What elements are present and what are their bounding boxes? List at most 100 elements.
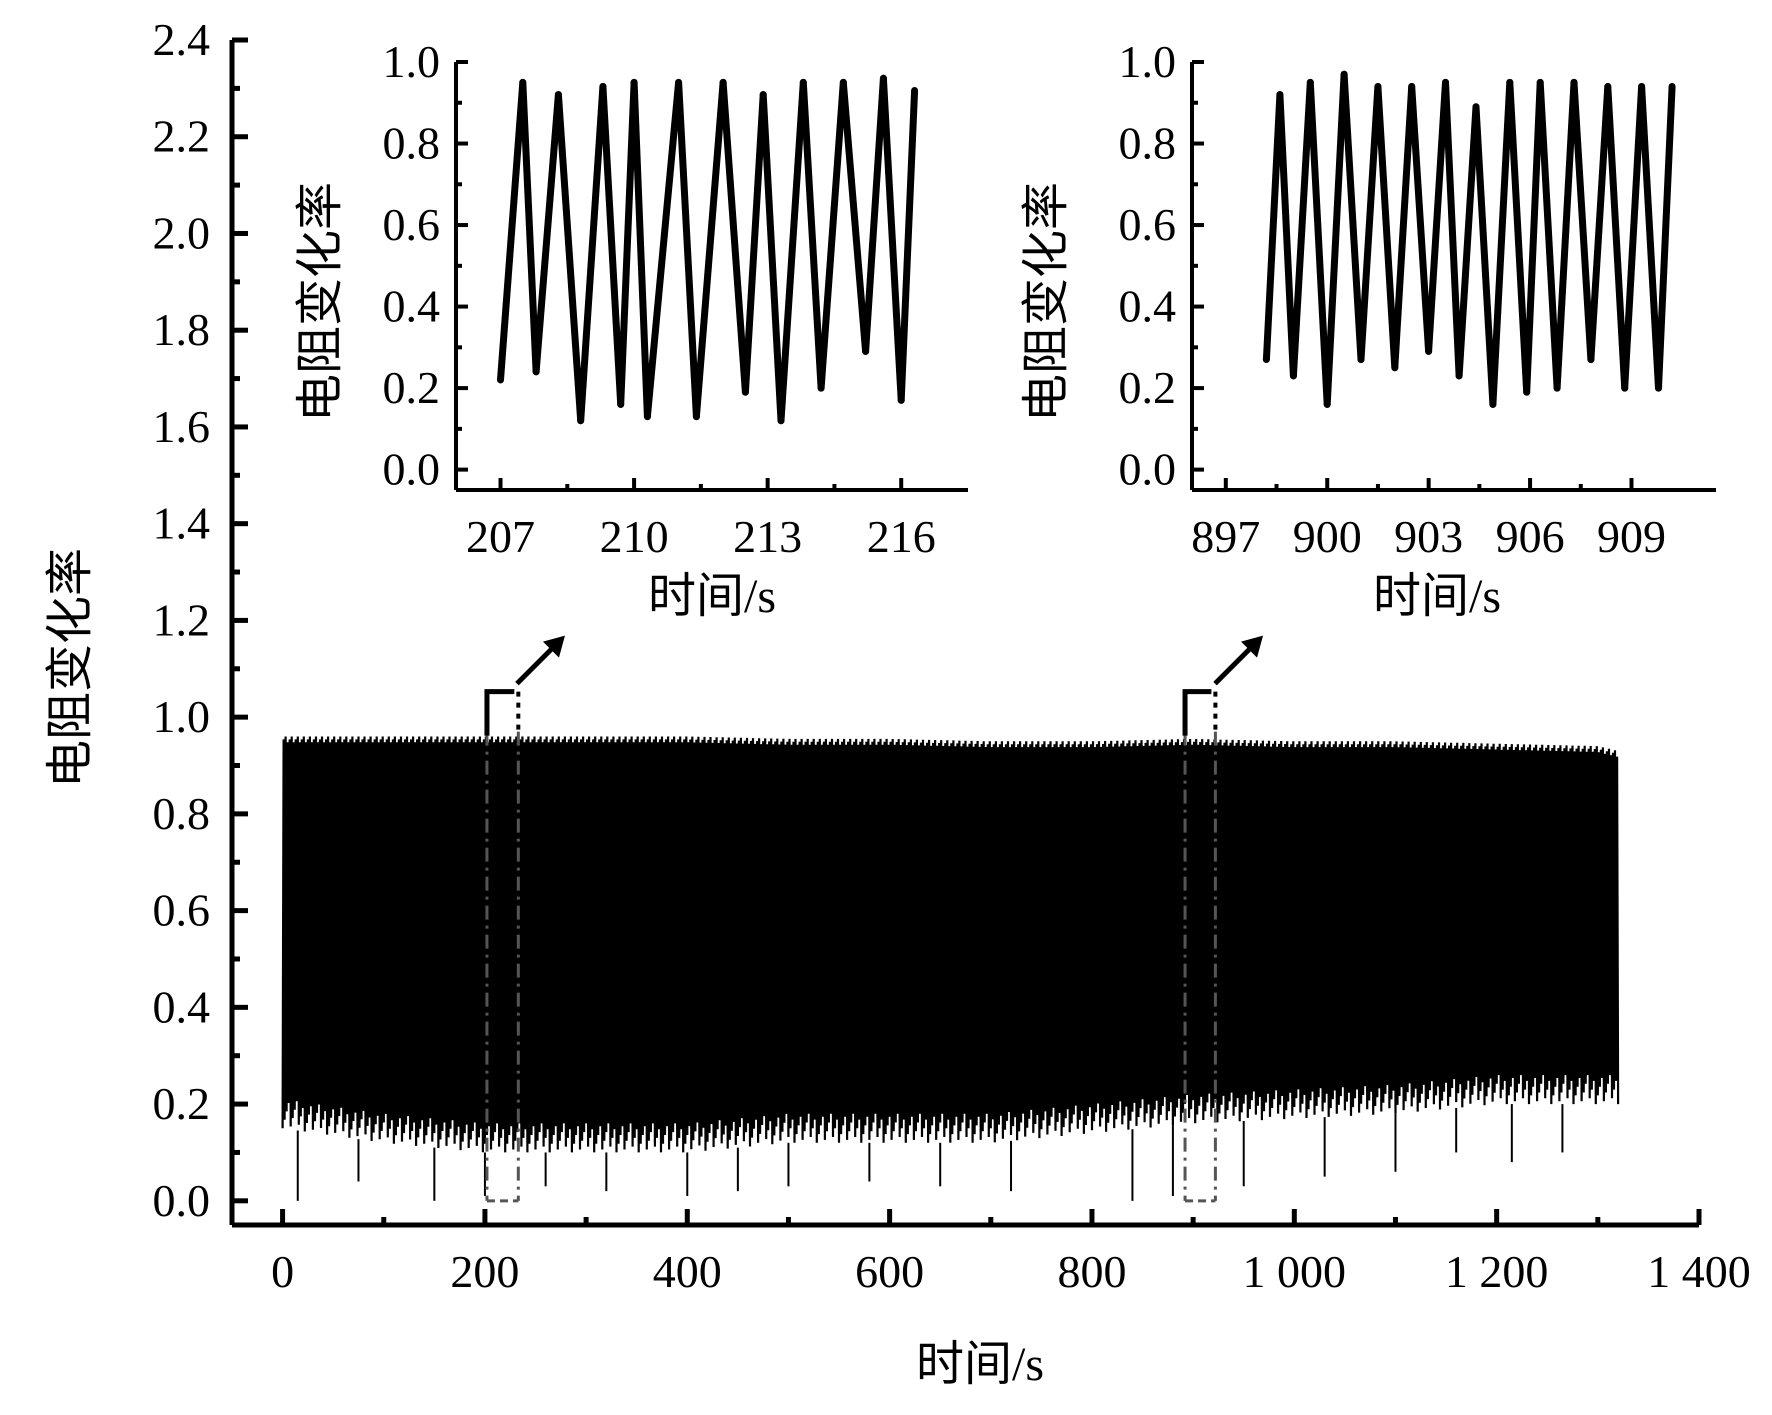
x-tick-label: 1 400 (1647, 1246, 1751, 1297)
inset-left-y-axis-title: 电阻变化率 (294, 182, 347, 422)
ir-point (1570, 78, 1578, 86)
ir-point (1262, 356, 1270, 364)
y-tick-label: 0.2 (1119, 362, 1177, 413)
il-point (577, 417, 585, 425)
x-tick-label: 210 (600, 511, 669, 562)
main-y-axis-title: 电阻变化率 (44, 548, 97, 788)
inset-right-axes (1190, 62, 1716, 492)
il-point (497, 376, 505, 384)
y-tick-label: 1.4 (153, 498, 211, 549)
il-point (897, 396, 905, 404)
x-tick-label: 207 (466, 511, 535, 562)
x-tick-label: 0 (271, 1246, 294, 1297)
il-point (759, 91, 767, 99)
y-tick-label: 1.2 (153, 594, 211, 645)
ir-point (1306, 78, 1314, 86)
ir-point (1621, 384, 1629, 392)
il-point (879, 74, 887, 82)
inset-right-y-axis-title: 电阻变化率 (1020, 182, 1073, 422)
x-tick-label: 400 (653, 1246, 722, 1297)
ir-point (1425, 347, 1433, 355)
inset-left-chart: 207 210 213 216 0.0 0.2 0.4 0.6 0.8 1.0 时间/s 电阻变化… (294, 36, 968, 623)
y-tick-label: 0.0 (153, 1175, 211, 1226)
x-tick-label: 216 (867, 511, 936, 562)
zoom-markers (484, 635, 1264, 1203)
ir-point (1276, 91, 1284, 99)
il-point (675, 78, 683, 86)
main-ticks: 0 200 400 600 800 1 000 1 200 1 400 0.0 0.2 0.4 0.6… (153, 14, 1751, 1297)
ir-point (1472, 103, 1480, 111)
x-tick-label: 897 (1191, 511, 1260, 562)
x-tick-label: 906 (1496, 511, 1565, 562)
y-tick-label: 0.0 (1119, 444, 1177, 495)
x-tick-label: 909 (1597, 511, 1666, 562)
ir-point (1289, 372, 1297, 380)
ir-point (1536, 78, 1544, 86)
inset-left-x-axis-title: 时间/s (648, 570, 776, 623)
y-tick-label: 1.0 (383, 36, 441, 87)
y-tick-label: 1.0 (1119, 36, 1177, 87)
y-tick-label: 0.2 (153, 1078, 211, 1129)
y-tick-label: 0.6 (383, 199, 441, 250)
x-tick-label: 600 (855, 1246, 924, 1297)
il-point (554, 91, 562, 99)
x-tick-label: 213 (733, 511, 802, 562)
main-trace (281, 736, 1620, 1201)
y-tick-label: 2.2 (153, 111, 211, 162)
inset-left-ticks: 207 210 213 216 0.0 0.2 0.4 0.6 0.8 1.0 (383, 36, 936, 562)
y-tick-label: 2.4 (153, 14, 211, 65)
il-point (777, 417, 785, 425)
il-point (911, 87, 919, 95)
il-point (817, 384, 825, 392)
ir-point (1553, 384, 1561, 392)
y-tick-label: 0.4 (153, 981, 211, 1032)
ir-point (1408, 82, 1416, 90)
x-tick-label: 900 (1293, 511, 1362, 562)
y-tick-label: 0.2 (383, 362, 441, 413)
il-point (630, 78, 638, 86)
il-point (692, 413, 700, 421)
y-tick-label: 0.4 (383, 281, 441, 332)
x-tick-label: 1 000 (1243, 1246, 1347, 1297)
ir-point (1587, 356, 1595, 364)
il-point (519, 78, 527, 86)
ir-point (1340, 70, 1348, 78)
il-point (643, 413, 651, 421)
il-point (719, 78, 727, 86)
y-tick-label: 1.0 (153, 691, 211, 742)
zoom-arrow-shaft (1213, 641, 1257, 686)
ir-series-line (1262, 70, 1676, 408)
y-tick-label: 0.8 (1119, 118, 1177, 169)
zoom-arrow-head (542, 635, 565, 658)
il-point (862, 347, 870, 355)
inset-right-ticks: 897 900 903 906 909 0.0 0.2 0.4 0.6 0.8 1.0 (1119, 36, 1666, 562)
y-tick-label: 0.0 (383, 444, 441, 495)
inset-right-trace (1262, 70, 1676, 408)
ir-point (1391, 364, 1399, 372)
inset-left-trace (497, 74, 919, 425)
inset-right-x-axis-title: 时间/s (1373, 570, 1501, 623)
x-tick-label: 800 (1057, 1246, 1126, 1297)
zoom-window-bracket (1182, 689, 1212, 736)
ir-point (1489, 400, 1497, 408)
y-tick-label: 0.8 (153, 788, 211, 839)
il-point (799, 78, 807, 86)
ir-point (1374, 82, 1382, 90)
ir-point (1655, 384, 1663, 392)
ir-point (1604, 82, 1612, 90)
ir-point (1357, 356, 1365, 364)
il-point (839, 78, 847, 86)
ir-point (1523, 388, 1531, 396)
y-tick-label: 0.4 (1119, 281, 1177, 332)
zoom-arrow-shaft (515, 641, 559, 686)
x-tick-label: 200 (450, 1246, 519, 1297)
main-axes (229, 40, 1699, 1228)
main-x-axis-title: 时间/s (916, 1338, 1044, 1391)
il-point (599, 82, 607, 90)
il-point (532, 368, 540, 376)
y-tick-label: 0.6 (1119, 199, 1177, 250)
il-point (617, 400, 625, 408)
il-point (741, 388, 749, 396)
x-tick-label: 903 (1394, 511, 1463, 562)
